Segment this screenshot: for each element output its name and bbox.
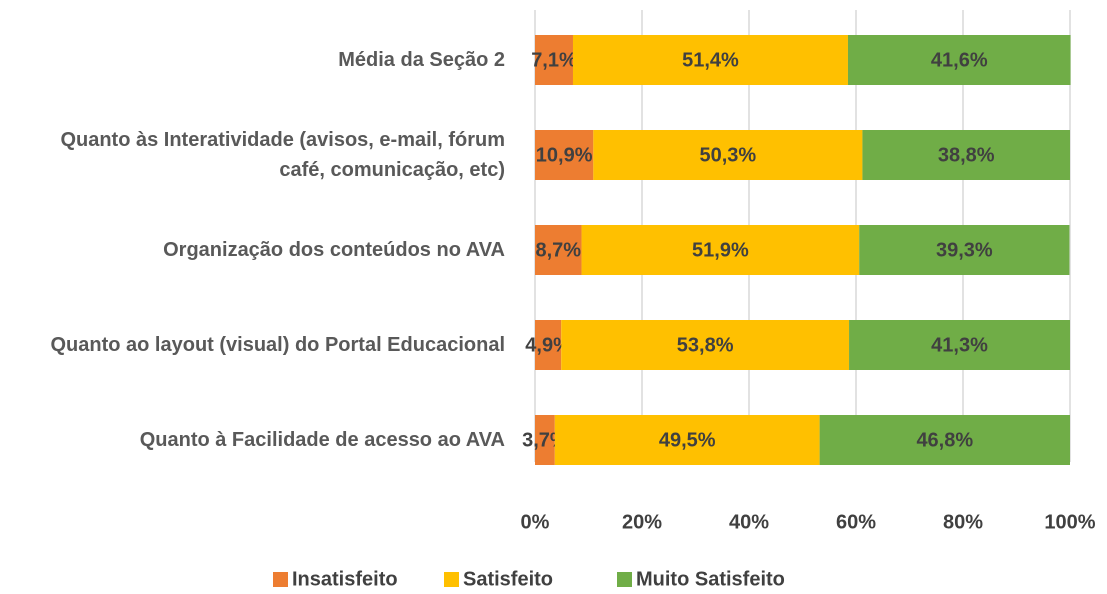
value-label: 53,8%	[677, 334, 734, 356]
x-tick-label: 20%	[622, 511, 662, 533]
x-tick-label: 60%	[836, 511, 876, 533]
x-tick-label: 0%	[521, 511, 550, 533]
legend-swatch	[273, 572, 288, 587]
category-label: Organização dos conteúdos no AVA	[163, 239, 505, 261]
value-label: 41,6%	[931, 49, 988, 71]
value-label: 41,3%	[931, 334, 988, 356]
bar-segment	[862, 130, 1070, 180]
category-label-box: Média da Seção 2	[0, 15, 505, 105]
category-label: Quanto às Interatividade (avisos, e-mail…	[60, 129, 505, 181]
value-label: 49,5%	[659, 429, 716, 451]
bar-segment	[581, 225, 860, 275]
legend-label: Satisfeito	[463, 568, 553, 590]
category-label-box: Quanto à Facilidade de acesso ao AVA	[0, 395, 505, 485]
value-label: 8,7%	[535, 239, 581, 261]
bar-segment	[849, 320, 1070, 370]
value-label: 46,8%	[916, 429, 973, 451]
bar-segment	[847, 35, 1071, 85]
bar-segment	[535, 35, 573, 85]
value-label: 38,8%	[938, 144, 995, 166]
value-label: 39,3%	[936, 239, 993, 261]
bar-segment	[535, 415, 555, 465]
category-label-box: Quanto às Interatividade (avisos, e-mail…	[0, 110, 505, 200]
bar-segment	[535, 225, 582, 275]
value-label: 50,3%	[700, 144, 757, 166]
value-label: 51,4%	[682, 49, 739, 71]
legend-label: Insatisfeito	[292, 568, 398, 590]
category-label-box: Quanto ao layout (visual) do Portal Educ…	[0, 300, 505, 390]
x-tick-label: 80%	[943, 511, 983, 533]
bar-segment	[593, 130, 863, 180]
category-label: Média da Seção 2	[338, 49, 505, 71]
x-tick-label: 100%	[1044, 511, 1095, 533]
x-tick-label: 40%	[729, 511, 769, 533]
value-label: 10,9%	[536, 144, 593, 166]
legend-swatch	[444, 572, 459, 587]
bar-segment	[535, 130, 594, 180]
category-label: Quanto à Facilidade de acesso ao AVA	[139, 429, 505, 451]
bar-segment	[572, 35, 848, 85]
bar-segment	[819, 415, 1070, 465]
bar-segment	[535, 320, 562, 370]
value-label: 4,9%	[525, 334, 571, 356]
category-label: Quanto ao layout (visual) do Portal Educ…	[50, 334, 505, 356]
bar-segment	[859, 225, 1070, 275]
value-label: 7,1%	[531, 49, 577, 71]
legend-swatch	[617, 572, 632, 587]
bar-segment	[554, 415, 820, 465]
value-label: 51,9%	[692, 239, 749, 261]
category-label-box: Organização dos conteúdos no AVA	[0, 205, 505, 295]
bar-segment	[561, 320, 850, 370]
legend-label: Muito Satisfeito	[636, 568, 785, 590]
